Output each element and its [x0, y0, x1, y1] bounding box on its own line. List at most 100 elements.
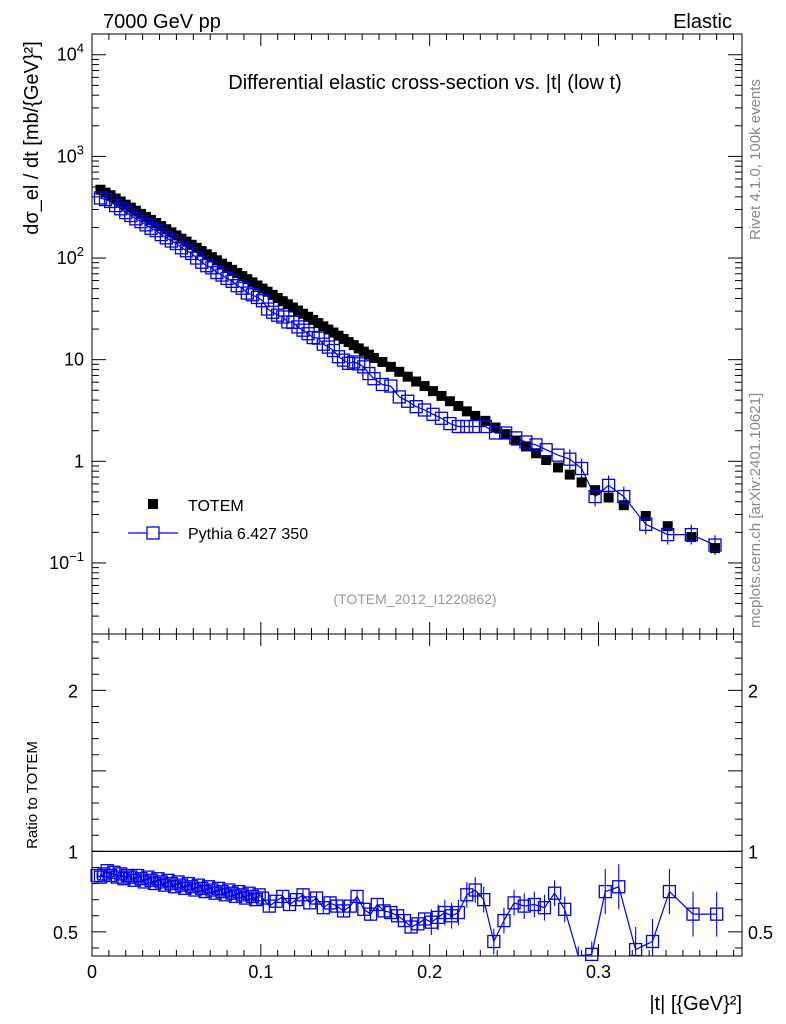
- totem-point: [618, 500, 629, 511]
- totem-point: [176, 233, 187, 244]
- ratio-point: [282, 897, 297, 912]
- ratio-point: [228, 889, 243, 904]
- ratio-point: [547, 886, 562, 900]
- y-tick-label-ratio-right: 2: [748, 681, 758, 701]
- totem-point: [206, 252, 217, 263]
- totem-point: [368, 352, 379, 363]
- ratio-point: [460, 888, 474, 902]
- totem-point: [520, 441, 531, 452]
- totem-point: [531, 448, 542, 459]
- ratio-point: [686, 907, 700, 921]
- legend: TOTEM Pythia 6.427 350: [128, 498, 308, 543]
- totem-point: [564, 469, 575, 480]
- ratio-point: [350, 889, 364, 904]
- pythia-point: [708, 538, 722, 552]
- pythia-point: [250, 290, 265, 305]
- ratio-point: [517, 899, 531, 913]
- totem-point: [252, 280, 263, 291]
- ratio-series-group: [90, 850, 742, 962]
- pythia-point: [265, 305, 280, 319]
- pythia-point: [488, 426, 503, 440]
- ratio-point: [558, 902, 572, 916]
- ratio-point: [154, 875, 168, 889]
- ratio-point: [612, 880, 626, 894]
- ratio-point: [303, 896, 317, 910]
- totem-point: [100, 187, 111, 198]
- totem-point: [130, 205, 141, 216]
- totem-point: [247, 277, 258, 288]
- totem-point: [156, 221, 167, 232]
- ratio-point: [296, 888, 310, 902]
- pythia-point: [169, 236, 184, 251]
- pythia-point: [498, 426, 513, 440]
- totem-point: [196, 246, 207, 257]
- totem-point: [385, 361, 396, 372]
- totem-point: [292, 305, 303, 316]
- ratio-point: [218, 888, 233, 902]
- totem-point: [267, 289, 278, 300]
- pythia-point: [103, 194, 118, 209]
- y-tick-label-ratio-right: 1: [748, 842, 758, 862]
- pythia-point: [460, 419, 474, 434]
- totem-point: [428, 386, 439, 397]
- pythia-point: [296, 323, 310, 337]
- ratio-point: [431, 910, 445, 925]
- x-tick-label: 0.2: [417, 962, 442, 982]
- pythia-point: [417, 403, 432, 417]
- totem-point: [363, 349, 374, 360]
- y-tick-label-main: 103: [57, 142, 84, 166]
- ratio-point: [174, 878, 189, 892]
- main-plot-frame: [91, 33, 743, 635]
- totem-point: [222, 261, 233, 272]
- totem-point: [237, 271, 248, 282]
- x-tick-label: 0.1: [248, 962, 273, 982]
- ratio-point: [628, 942, 643, 957]
- legend-label-pythia: Pythia 6.427 350: [188, 526, 308, 543]
- y-tick-label-main: 10: [64, 350, 84, 370]
- ratio-point: [487, 934, 501, 949]
- totem-point: [318, 321, 329, 332]
- ratio-point: [323, 896, 337, 910]
- totem-point: [541, 455, 552, 466]
- totem-point: [444, 396, 455, 407]
- totem-point: [603, 492, 614, 503]
- ratio-point: [124, 870, 138, 884]
- pythia-point: [301, 327, 315, 341]
- totem-point: [419, 381, 430, 392]
- ratio-point: [527, 897, 541, 912]
- ratio-point: [357, 902, 371, 916]
- x-axis-label: |t| [{GeV}²]: [649, 993, 742, 1015]
- totem-point: [115, 196, 126, 207]
- legend-marker-totem: [148, 499, 158, 509]
- totem-point: [151, 218, 162, 229]
- ratio-point: [235, 888, 249, 902]
- ratio-point: [598, 884, 612, 899]
- ratio-point: [97, 867, 111, 881]
- pythia-point: [341, 356, 356, 371]
- ratio-point: [168, 880, 182, 894]
- y-tick-label-main: 102: [57, 244, 84, 268]
- ratio-point: [710, 907, 724, 921]
- pythia-point: [93, 191, 108, 205]
- pythia-point: [331, 350, 346, 364]
- ratio-point: [245, 889, 260, 904]
- pythia-point: [336, 353, 351, 367]
- pythia-point: [617, 489, 631, 504]
- main-plot-title: Differential elastic cross-section vs. |…: [228, 72, 621, 94]
- totem-point: [411, 376, 422, 387]
- pythia-point: [509, 431, 523, 445]
- y-tick-label-ratio-left: 0.5: [53, 923, 78, 943]
- ratio-point: [384, 905, 398, 920]
- totem-point: [640, 510, 651, 521]
- ratio-point: [238, 891, 253, 905]
- pythia-point: [601, 478, 616, 493]
- pythia-point: [108, 198, 123, 213]
- y-tick-label-main: 1: [74, 451, 84, 471]
- ratio-point: [537, 901, 552, 915]
- legend-marker-pythia: [146, 526, 160, 540]
- ratio-point: [269, 894, 283, 908]
- ratio-point: [662, 884, 677, 899]
- totem-point: [211, 255, 222, 266]
- totem-point: [277, 296, 288, 307]
- totem-point: [328, 327, 339, 338]
